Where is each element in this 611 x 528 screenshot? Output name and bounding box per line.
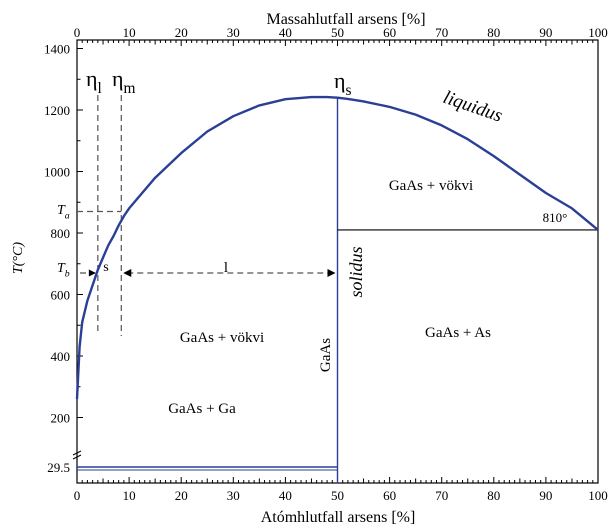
top-x-tick-label: 40 <box>279 25 292 40</box>
Ta-label: Ta <box>57 203 70 221</box>
bottom-axis-title: Atómhlutfall arsens [%] <box>261 509 416 526</box>
top-x-tick-label: 30 <box>227 25 240 40</box>
top-x-tick-label: 0 <box>74 25 81 40</box>
eta-l-label: ηl <box>86 66 102 97</box>
x-tick-label: 10 <box>123 488 136 503</box>
eutectic-810-label: 810° <box>543 210 568 225</box>
top-x-tick-label: 60 <box>383 25 396 40</box>
region-label-gaas-as: GaAs + As <box>425 325 491 341</box>
y-axis-break <box>72 450 82 456</box>
y-axis-break <box>72 454 82 460</box>
y-axis-title: T(°C) <box>11 242 26 274</box>
Tb-arrow <box>88 269 96 277</box>
axis-ticks: 0 10 20 30 40 50 60 70 80 90 1000 10 20 30 40 50 60 70 80 9… <box>44 25 608 503</box>
l-label: l <box>224 260 228 276</box>
x-tick-label: 0 <box>74 488 81 503</box>
liquidus-curve <box>75 95 599 400</box>
top-axis-title: Massahlutfall arsens [%] <box>266 11 425 28</box>
x-tick-label: 40 <box>279 488 292 503</box>
s-label: s <box>103 260 108 275</box>
x-tick-label: 50 <box>331 488 344 503</box>
region-label-gaas-liquid-left: GaAs + vökvi <box>180 330 264 346</box>
top-x-tick-label: 100 <box>588 25 608 40</box>
Tb-label: Tb <box>57 261 70 279</box>
eta-m-label: ηm <box>112 66 136 97</box>
liquidus-label: liquidus <box>440 87 505 127</box>
x-tick-label: 100 <box>588 488 608 503</box>
x-tick-label: 70 <box>435 488 448 503</box>
y-tick-label: 29.5 <box>47 460 70 475</box>
y-tick-label: 1400 <box>44 42 70 57</box>
x-tick-label: 30 <box>227 488 240 503</box>
annotation-layer: ηl ηm ηs Ta Tb s l liquidus solidus GaAs GaAs + vö… <box>57 66 567 417</box>
region-label-gaas-ga: GaAs + Ga <box>168 401 236 417</box>
x-tick-label: 60 <box>383 488 396 503</box>
y-tick-label: 800 <box>51 226 71 241</box>
solidus-label: solidus <box>346 246 366 297</box>
x-tick-label: 20 <box>175 488 188 503</box>
top-x-tick-label: 80 <box>487 25 500 40</box>
top-x-tick-label: 90 <box>539 25 552 40</box>
gaas-line-label: GaAs <box>318 338 334 372</box>
y-tick-label: 200 <box>51 411 71 426</box>
series-layer <box>75 95 599 400</box>
l-arrow-right <box>327 268 336 277</box>
top-x-tick-label: 70 <box>435 25 448 40</box>
eta-s-label: ηs <box>334 68 352 99</box>
y-tick-label: 1000 <box>44 165 70 180</box>
region-label-gaas-liquid-right: GaAs + vökvi <box>389 178 473 194</box>
y-tick-label: 1200 <box>44 103 70 118</box>
x-tick-label: 90 <box>539 488 552 503</box>
l-arrow-left <box>123 268 132 277</box>
top-x-tick-label: 10 <box>123 25 136 40</box>
x-tick-label: 80 <box>487 488 500 503</box>
top-x-tick-label: 50 <box>331 25 344 40</box>
reference-lines <box>77 95 598 483</box>
y-tick-label: 400 <box>51 349 71 364</box>
y-tick-label: 600 <box>51 288 71 303</box>
top-x-tick-label: 20 <box>175 25 188 40</box>
